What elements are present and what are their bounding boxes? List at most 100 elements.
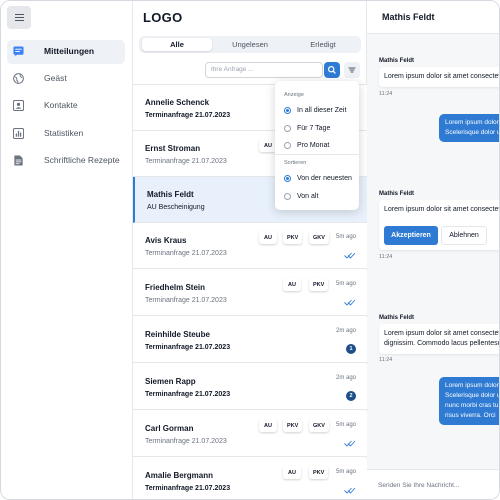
unread-count-badge: 1	[346, 344, 356, 354]
tag-badge: PKV	[309, 466, 329, 479]
filter-button[interactable]	[344, 62, 360, 78]
option-label: In all dieser Zeit	[297, 106, 347, 114]
message-sender: Mathis Feldt	[379, 58, 415, 64]
contact-name: Avis Kraus	[145, 236, 187, 245]
chat-header: Mathis Feldt	[367, 1, 499, 34]
sidebar-item-label: Mitteilungen	[44, 46, 95, 56]
timestamp: 5m ago	[335, 469, 356, 475]
message-time: 11:24	[379, 91, 393, 97]
filter-icon	[348, 67, 356, 73]
tag-badge: AU	[283, 466, 301, 479]
message-line: Scelerisque dolor u	[445, 129, 500, 136]
outgoing-message: Lorem ipsum dolor sit Scelerisque dolor …	[439, 377, 500, 425]
message-subject: Terminanfrage 21.07.2023	[145, 485, 231, 492]
radio-icon	[284, 192, 291, 200]
radio-option-7-days[interactable]: Für 7 Tage	[284, 123, 330, 133]
message-icon	[13, 46, 24, 57]
incoming-message: Lorem ipsum dolor sit amet consectetur	[379, 67, 499, 87]
list-item[interactable]: Amalie Bergmann Terminanfrage 21.07.2023…	[133, 458, 367, 499]
double-check-icon	[344, 299, 356, 306]
contacts-icon	[13, 100, 24, 111]
contact-name: Reinhilde Steube	[145, 330, 210, 339]
list-item[interactable]: Carl Gorman Terminanfrage 21.07.2023 AU …	[133, 411, 367, 457]
sidebar-item-label: Kontakte	[44, 100, 78, 110]
tag-badge: PKV	[309, 278, 329, 291]
sidebar-item-label: Statistiken	[44, 128, 84, 138]
timestamp: 5m ago	[335, 422, 356, 428]
timestamp: 2m ago	[335, 328, 356, 334]
message-input[interactable]: Seriden Sie Ihre Nachricht...	[367, 469, 499, 499]
filter-dropdown: Anzeige In all dieser Zeit Für 7 Tage Pr…	[275, 81, 359, 210]
tag-badge: AU	[283, 278, 301, 291]
option-label: Für 7 Tage	[297, 124, 331, 132]
radio-selected-icon	[284, 174, 291, 182]
sidebar: Mitteilungen Geäst Kontakte Statistiken …	[1, 1, 133, 499]
accept-button[interactable]: Akzeptieren	[384, 226, 438, 245]
sidebar-item-statistiken[interactable]: Statistiken	[7, 122, 125, 146]
search-input[interactable]: Ihre Anfrage ...	[205, 62, 323, 78]
message-subject: AU Bescheinigung	[147, 204, 205, 211]
tab-ungelesen[interactable]: Ungelesen	[232, 40, 268, 49]
filter-tabs: Alle Ungelesen Erledigt	[139, 36, 361, 53]
radio-option-all-time[interactable]: In all dieser Zeit	[284, 105, 346, 115]
tag-badge: PKV	[283, 231, 303, 244]
radio-option-per-month[interactable]: Pro Monat	[284, 140, 329, 150]
conversation-list-panel: LOGO Alle Ungelesen Erledigt Ihre Anfrag…	[133, 1, 367, 499]
list-item[interactable]: Friedhelm Stein Terminanfrage 21.07.2023…	[133, 270, 367, 316]
tag-badge: AU	[259, 419, 277, 432]
globe-icon	[13, 73, 24, 84]
message-line: dignissim. Commodo lacus pellentesque	[384, 340, 500, 347]
menu-line-icon	[14, 20, 24, 22]
sidebar-item-label: Geäst	[44, 73, 67, 83]
divider	[275, 154, 359, 155]
contact-name: Annelie Schenck	[145, 98, 210, 107]
message-subject: Terminanfrage 21.07.2023	[145, 344, 231, 351]
tag-badge: GKV	[309, 419, 329, 432]
option-label: Pro Monat	[297, 141, 330, 149]
menu-line-icon	[14, 16, 24, 19]
double-check-icon	[344, 440, 356, 447]
radio-option-newest[interactable]: Von der neuesten	[284, 173, 352, 183]
tab-alle[interactable]: Alle	[142, 38, 212, 51]
message-line: nunc morbi cras tu	[445, 402, 499, 409]
radio-selected-icon	[284, 106, 291, 114]
incoming-message: Lorem ipsum dolor sit amet consectetur d…	[379, 324, 500, 354]
hamburger-menu-button[interactable]	[7, 6, 31, 29]
dropdown-heading: Sortieren	[284, 160, 307, 166]
radio-icon	[284, 141, 291, 149]
message-subject: Terminanfrage 21.07.2023	[145, 438, 227, 445]
contact-name: Carl Gorman	[145, 424, 194, 433]
sidebar-item-mitteilungen[interactable]: Mitteilungen	[7, 40, 125, 64]
timestamp: 2m ago	[335, 375, 356, 381]
search-icon	[327, 65, 336, 74]
message-text: Lorem ipsum dolor sit amet consectetur	[384, 206, 500, 213]
chat-panel: Mathis Feldt Mathis Feldt Lorem ipsum do…	[367, 1, 500, 499]
message-time: 11:24	[379, 254, 393, 260]
radio-option-oldest[interactable]: Von alt	[284, 191, 318, 201]
sidebar-item-kontakte[interactable]: Kontakte	[7, 94, 125, 118]
sidebar-item-geaest[interactable]: Geäst	[7, 67, 125, 91]
timestamp: 5m ago	[335, 281, 356, 287]
list-item[interactable]: Siemen Rapp Terminanfrage 21.07.2023 2m …	[133, 364, 367, 410]
message-sender: Mathis Feldt	[379, 315, 415, 321]
contact-name: Amalie Bergmann	[145, 471, 214, 480]
chart-icon	[13, 128, 24, 139]
search-button[interactable]	[324, 62, 340, 78]
sidebar-item-schriftliche-rezepte[interactable]: Schriftliche Rezepte	[7, 149, 125, 173]
tab-erledigt[interactable]: Erledigt	[310, 40, 336, 49]
tag-badge: GKV	[309, 231, 329, 244]
message-subject: Terminanfrage 21.07.2023	[145, 250, 227, 257]
list-item[interactable]: Reinhilde Steube Terminanfrage 21.07.202…	[133, 317, 367, 363]
list-item[interactable]: Avis Kraus Terminanfrage 21.07.2023 AU P…	[133, 223, 367, 269]
dropdown-heading: Anzeige	[284, 92, 304, 98]
decline-button[interactable]: Ablehnen	[441, 226, 487, 245]
double-check-icon	[344, 487, 356, 494]
sidebar-item-label: Schriftliche Rezepte	[44, 155, 120, 165]
message-subject: Terminanfrage 21.07.2023	[145, 158, 227, 165]
unread-count-badge: 2	[346, 391, 356, 401]
contact-name: Ernst Stroman	[145, 144, 201, 153]
document-icon	[14, 155, 23, 166]
radio-icon	[284, 124, 291, 132]
message-line: Scelerisque dolor u	[445, 392, 500, 399]
